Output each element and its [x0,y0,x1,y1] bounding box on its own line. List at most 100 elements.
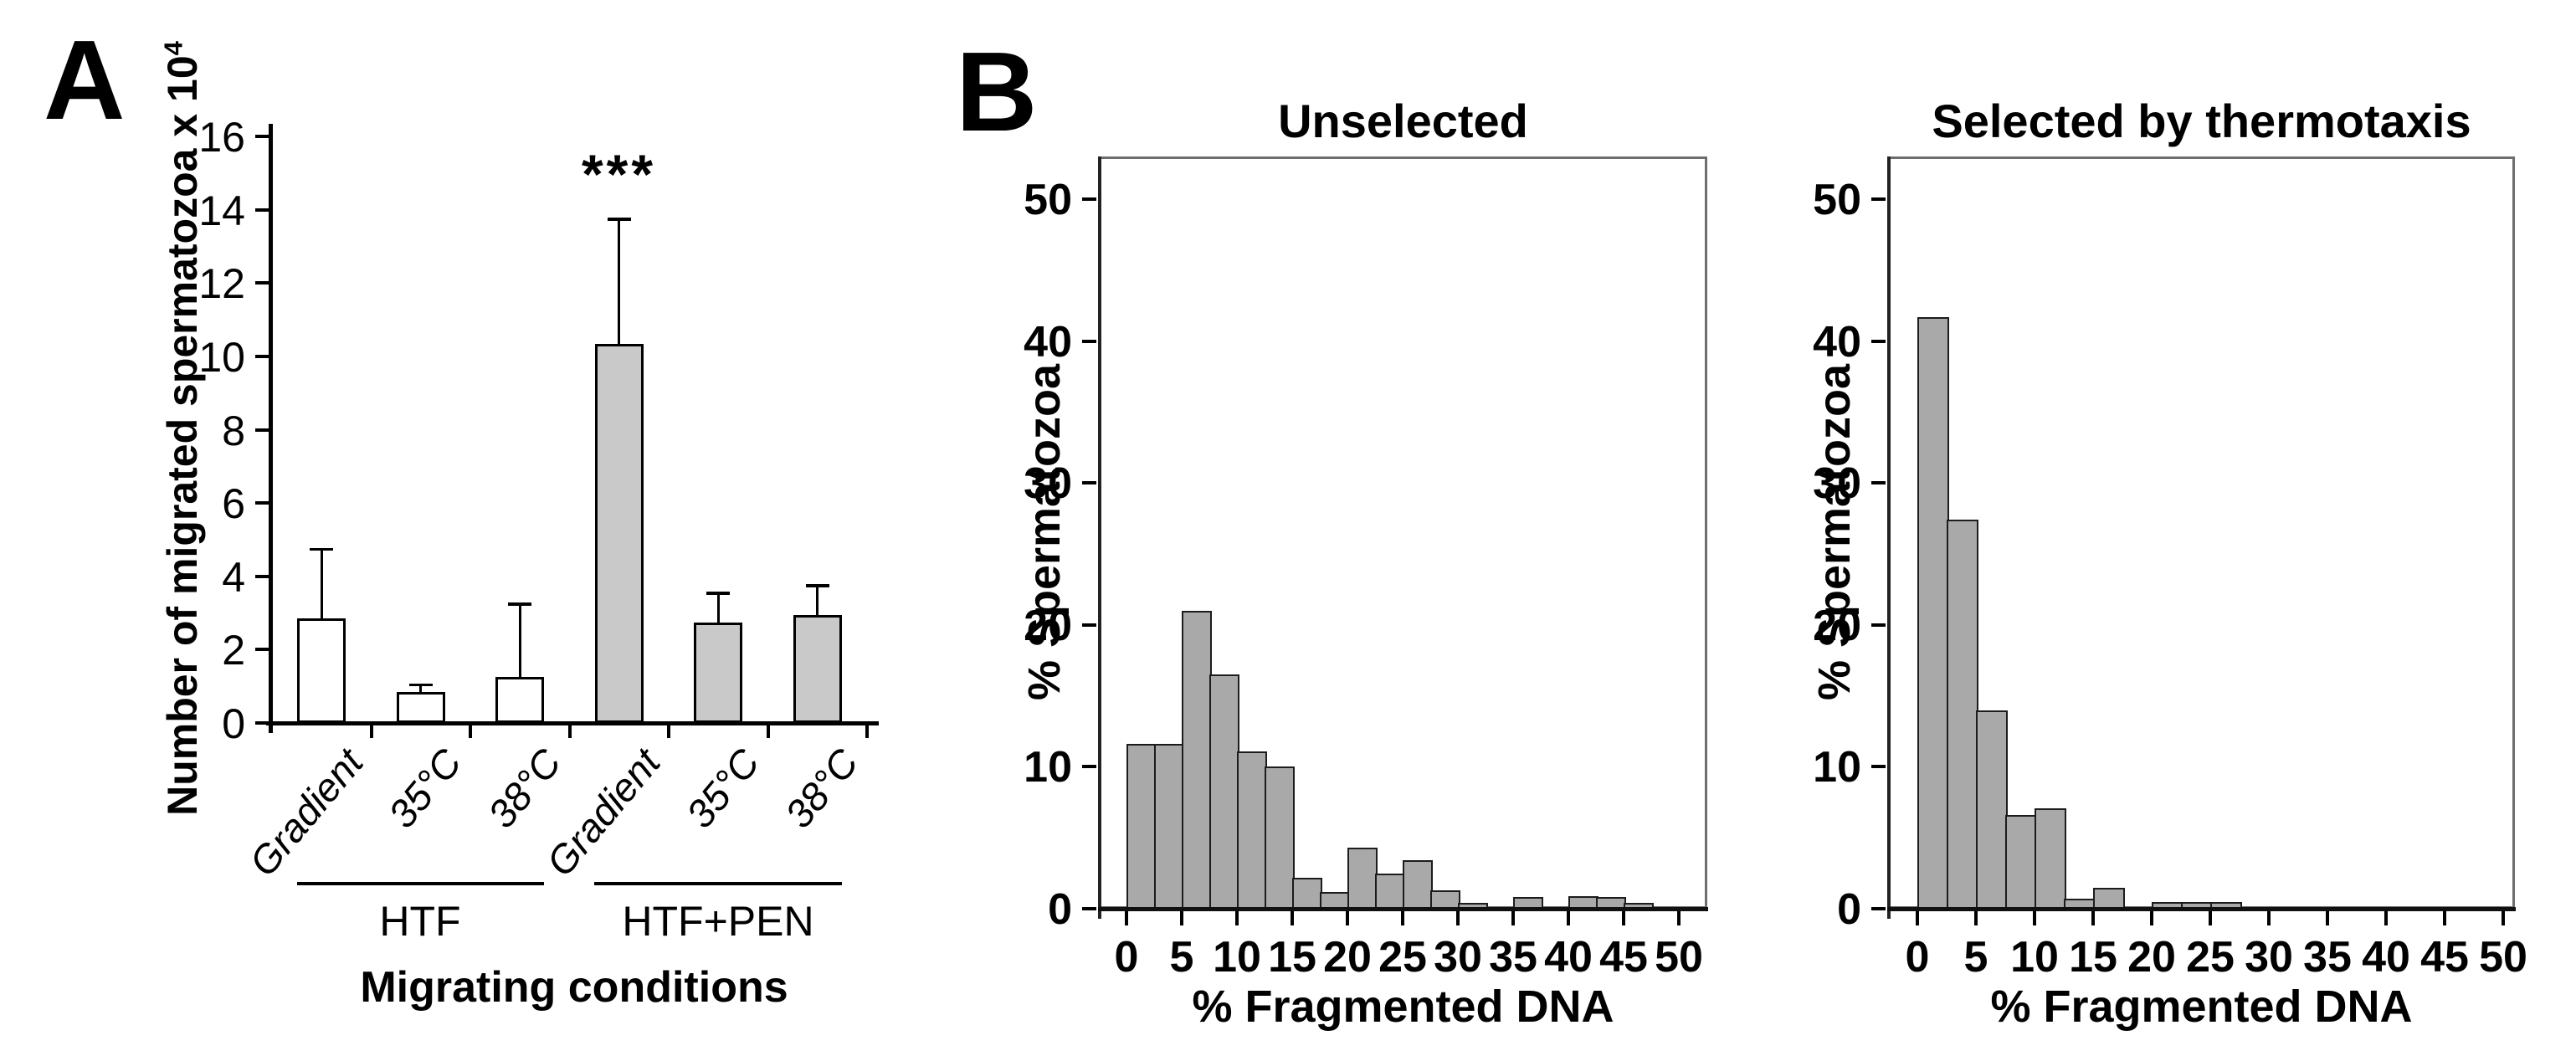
error-bar-line [816,585,818,615]
x-axis-tick-label: 25 [1378,933,1427,982]
y-axis-tick [1082,623,1096,627]
panel-a-label: A [44,17,126,143]
y-axis-tick [255,208,269,212]
histogram-bar-bin-2.5 [1947,520,1978,909]
bar-35-c [396,691,445,723]
error-bar-cap [508,602,531,606]
y-axis-tick-label: 10 [198,334,245,381]
y-axis-tick [255,428,269,432]
selected-plot-title: Selected by thermotaxis [1932,95,2471,147]
y-axis-tick-label: 20 [1024,601,1072,650]
y-axis-tick-label: 40 [1813,317,1861,367]
error-bar-cap [607,218,631,221]
y-axis-tick-label: 50 [1024,176,1072,224]
x-axis-tick [2091,911,2095,925]
y-axis-tick-label: 10 [1024,743,1072,792]
bar-35-c [694,622,742,723]
x-axis-line [1887,907,2516,911]
x-axis-tick [567,725,572,738]
y-axis-tick-label: 12 [198,260,245,308]
x-axis-tick-label: 0 [1114,933,1139,982]
y-axis-tick [1082,481,1096,485]
x-axis-tick-label: 25 [2186,933,2235,982]
x-axis-tick [1180,911,1183,925]
y-axis-tick [255,281,269,285]
x-axis-tick [1456,911,1460,925]
x-axis-tick-label: 40 [2362,933,2410,982]
error-bar-line [716,592,720,623]
x-axis-tick [1235,911,1239,925]
y-axis-tick-label: 16 [198,114,245,161]
category-label: 38°C [776,740,867,837]
x-axis-tick-label: 50 [1655,933,1703,982]
x-axis-tick-label: 50 [2479,933,2527,982]
y-axis-line [1098,156,1101,919]
x-axis-tick [2384,911,2388,925]
histogram-bar-bin-2.5 [1154,744,1184,909]
x-axis-line [266,721,879,725]
y-axis-tick [255,648,269,652]
y-axis-tick [1871,197,1886,201]
x-axis-tick [1974,911,1978,925]
x-axis-tick-label: 45 [1599,933,1648,982]
y-axis-tick [255,501,269,505]
x-axis-tick-label: 20 [2127,933,2176,982]
y-axis-tick-label: 0 [222,700,245,747]
category-label: Gradient [239,740,372,884]
histogram-bar-bin-0 [1126,744,1157,909]
x-axis-tick-label: 15 [2069,933,2117,982]
y-axis-line [268,124,273,733]
x-axis-tick [1916,911,1919,925]
histogram-bar-bin-15 [2093,887,2125,909]
x-axis-tick [865,725,869,738]
histogram-bar-bin-27.5 [1430,889,1460,909]
error-bar-line [320,549,323,619]
panel-b-label: B [956,28,1038,155]
y-axis-tick-label: 30 [1813,459,1861,509]
y-axis-tick [1082,907,1096,910]
category-label: 38°C [479,740,570,837]
x-axis-tick [2443,911,2446,925]
y-axis-tick-label: 30 [1024,459,1072,509]
error-bar-line [618,218,620,344]
histogram-bar-bin-22.5 [1375,873,1405,909]
y-axis-tick-label: 2 [222,627,245,674]
histogram-bar-bin-15 [1292,877,1322,909]
significance-stars: *** [581,142,657,205]
histogram-bar-bin-10 [2035,807,2066,909]
y-axis-tick [1871,907,1886,910]
histogram-bar-bin-17.5 [1320,891,1350,909]
group-underline-htf [297,882,544,885]
x-axis-tick-label: 0 [1905,933,1930,982]
y-axis-tick-label: 20 [1813,601,1861,650]
y-axis-tick [255,721,269,725]
y-axis-tick-label: 14 [198,187,245,234]
bar-gradient [594,343,644,723]
y-axis-tick [255,135,269,139]
y-axis-tick [1082,197,1096,201]
x-axis-tick-label: 40 [1544,933,1593,982]
panel-a-y-axis-title-exponent: 4 [158,41,188,56]
y-axis-tick-label: 0 [1048,885,1072,934]
unselected-x-axis-title: % Fragmented DNA [1192,982,1614,1032]
x-axis-tick-label: 15 [1268,933,1316,982]
y-axis-tick-label: 6 [222,480,245,528]
y-axis-tick-label: 0 [1837,885,1861,934]
x-axis-tick [1291,911,1294,925]
x-axis-tick-label: 30 [2245,933,2293,982]
y-axis-tick [1871,481,1886,485]
x-axis-tick [469,725,472,738]
histogram-bar-bin-0 [1917,316,1949,909]
y-axis-tick-label: 50 [1813,176,1861,224]
x-axis-tick [1401,911,1404,925]
group-label-htf: HTF [379,898,461,945]
x-axis-line [1098,907,1708,911]
histogram-bar-bin-12.5 [1265,766,1295,909]
x-axis-tick [1677,911,1681,925]
histogram-bar-bin-7.5 [2005,815,2037,909]
panel-a-x-axis-title: Migrating conditions [360,963,788,1012]
x-axis-tick [369,725,373,738]
y-axis-tick-label: 8 [222,407,245,454]
histogram-bar-bin-5 [1182,610,1212,909]
y-axis-tick-label: 10 [1813,743,1861,792]
